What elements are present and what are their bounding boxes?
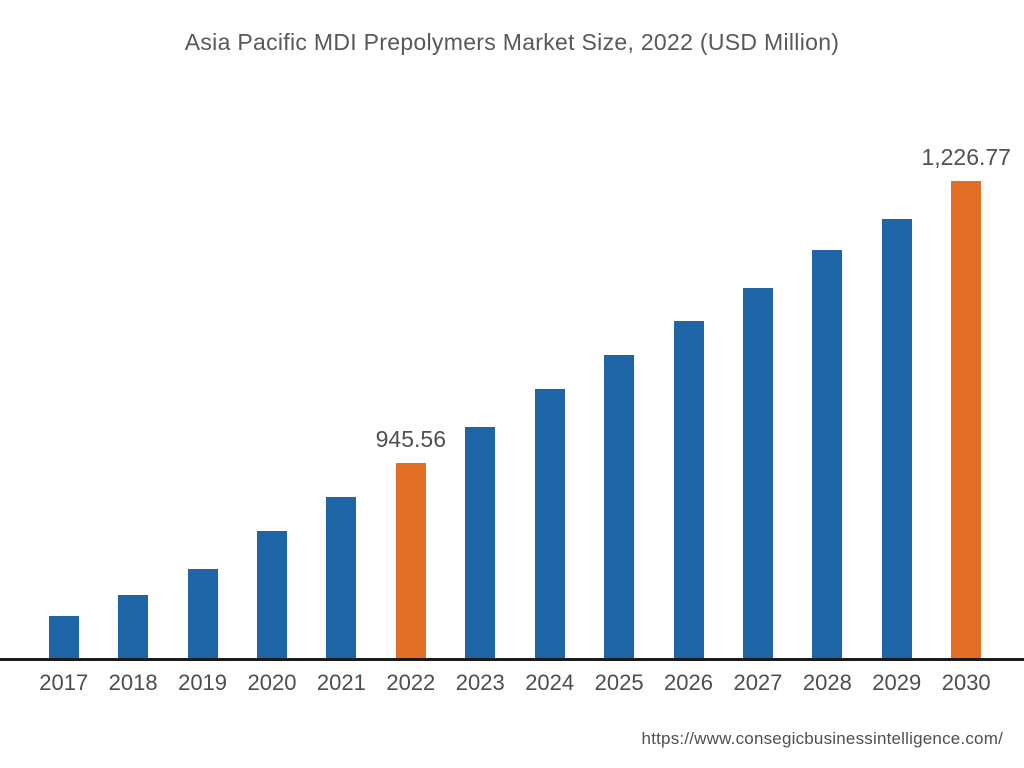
source-url: https://www.consegicbusinessintelligence…	[641, 729, 1003, 748]
bar-2025	[604, 355, 635, 658]
bar-2020	[256, 531, 287, 658]
bar-2029	[881, 219, 912, 658]
x-tick-label-2023: 2023	[455, 670, 505, 695]
x-tick-label-2021: 2021	[316, 670, 366, 695]
bar-2022	[395, 463, 426, 658]
bar-slot-2022: 945.56	[375, 426, 446, 658]
bar-value-label-2022: 945.56	[375, 426, 446, 452]
bar-value-label-2030: 1,226.77	[921, 144, 1011, 170]
bar-2023	[465, 427, 496, 658]
bar-2021	[326, 497, 357, 658]
bar-slot-2021	[307, 497, 376, 658]
x-axis-labels: 2017 2018 2019 2020 2021 2022 2023 2024 2025 2026…	[29, 670, 1001, 696]
bar-slot-2030: 1,226.77	[921, 144, 1011, 658]
bar-slot-2018	[98, 595, 167, 658]
bar-slot-2019	[168, 569, 237, 658]
x-tick-label-2027: 2027	[733, 670, 783, 695]
x-tick-label-2019: 2019	[178, 670, 228, 695]
bar-slot-2017	[29, 616, 98, 658]
bar-2026	[673, 321, 704, 658]
bar-2024	[534, 389, 565, 658]
bar-2027	[742, 288, 773, 658]
x-tick-label-2028: 2028	[802, 670, 852, 695]
chart-title: Asia Pacific MDI Prepolymers Market Size…	[184, 29, 840, 55]
bar-slot-2028	[793, 250, 862, 658]
bar-slot-2024	[515, 389, 584, 658]
plot-area: 945.56 1,226.77	[29, 0, 1011, 658]
x-tick-label-2030: 2030	[941, 670, 991, 695]
bar-2018	[118, 595, 149, 658]
bar-2028	[812, 250, 843, 658]
x-tick-label-2017: 2017	[39, 670, 89, 695]
bar-slot-2029	[862, 219, 931, 658]
x-tick-label-2029: 2029	[872, 670, 922, 695]
x-tick-label-2024: 2024	[525, 670, 575, 695]
bar-2017	[48, 616, 79, 658]
bar-slot-2023	[446, 427, 515, 658]
bar-slot-2026	[654, 321, 723, 658]
x-tick-label-2026: 2026	[664, 670, 713, 695]
bar-slot-2020	[237, 531, 306, 658]
x-tick-label-2018: 2018	[108, 670, 158, 695]
x-tick-label-2020: 2020	[247, 670, 297, 695]
bar-slot-2027	[723, 288, 792, 658]
bar-2019	[187, 569, 218, 658]
x-axis-line	[0, 658, 1024, 661]
bar-slot-2025	[584, 355, 653, 658]
x-tick-label-2022: 2022	[386, 670, 436, 695]
bar-2030	[951, 181, 982, 658]
x-tick-label-2025: 2025	[594, 670, 644, 695]
